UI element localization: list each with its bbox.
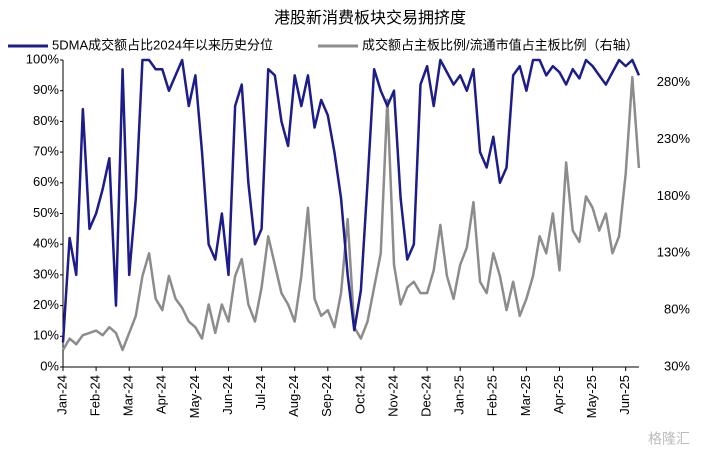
y-tick-label: 80% (33, 113, 59, 128)
y-tick-label: 40% (33, 236, 59, 251)
legend-label: 5DMA成交额占比2024年以来历史分位 (52, 37, 273, 52)
legend-label: 成交额占主板比例/流通市值占主板比例（右轴） (362, 37, 639, 52)
watermark: 格隆汇 (648, 431, 690, 447)
y-tick-label: 60% (33, 174, 59, 189)
y-tick-label: 70% (33, 144, 59, 159)
x-tick-label: Sep-24 (319, 375, 334, 417)
x-tick-label: Apr-24 (154, 375, 169, 414)
x-tick-label: Apr-25 (551, 375, 566, 414)
x-tick-label: Jan-24 (54, 375, 69, 415)
y2-tick-label: 80% (664, 302, 690, 317)
y2-tick-label: 130% (657, 245, 691, 260)
y2-tick-label: 230% (657, 131, 691, 146)
x-tick-label: Mar-24 (121, 375, 136, 416)
x-tick-label: May-25 (584, 375, 599, 418)
x-tick-label: Mar-25 (518, 375, 533, 416)
y-tick-label: 90% (33, 82, 59, 97)
x-tick-label: Jun-24 (220, 375, 235, 415)
y-tick-label: 50% (33, 205, 59, 220)
series-line (61, 58, 641, 343)
y2-tick-label: 30% (664, 358, 690, 373)
y2-tick-label: 180% (657, 188, 691, 203)
y-tick-label: 30% (33, 266, 59, 281)
y-tick-label: 20% (33, 297, 59, 312)
x-tick-label: Aug-24 (286, 375, 301, 417)
x-tick-label: Jan-25 (452, 375, 467, 415)
y-tick-label: 100% (26, 51, 60, 66)
y-tick-label: 0% (40, 358, 59, 373)
x-tick-label: Jun-25 (617, 375, 632, 415)
x-tick-label: Feb-25 (485, 375, 500, 416)
x-tick-label: May-24 (187, 375, 202, 418)
y2-tick-label: 280% (657, 74, 691, 89)
x-tick-label: Dec-24 (419, 375, 434, 417)
series-line (61, 75, 641, 352)
chart-title: 港股新消费板块交易拥挤度 (274, 9, 466, 27)
x-tick-label: Jul-24 (253, 375, 268, 410)
y-tick-label: 10% (33, 328, 59, 343)
x-tick-label: Feb-24 (88, 375, 103, 416)
x-tick-label: Nov-24 (385, 375, 400, 417)
x-tick-label: Oct-24 (352, 375, 367, 414)
